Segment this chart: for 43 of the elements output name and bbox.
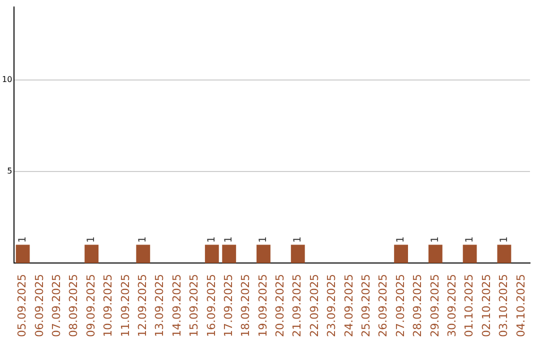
x-tick-label: 25.09.2025 (360, 274, 373, 338)
x-tick-label: 15.09.2025 (188, 274, 201, 338)
x-tick-label: 24.09.2025 (342, 274, 356, 338)
x-tick-label: 13.09.2025 (153, 274, 166, 338)
x-tick-label: 05.09.2025 (16, 274, 29, 338)
x-tick-label: 22.09.2025 (308, 274, 321, 338)
x-tick-label: 14.09.2025 (170, 274, 184, 338)
x-tick-label: 02.10.2025 (480, 274, 493, 338)
data-label: 1 (498, 236, 510, 243)
x-tick-label: 20.09.2025 (274, 274, 287, 338)
data-label: 1 (430, 236, 442, 243)
x-tick-label: 17.09.2025 (222, 274, 235, 338)
x-tick-label: 21.09.2025 (290, 274, 304, 338)
x-tick-label: 23.09.2025 (325, 274, 338, 338)
data-label: 1 (138, 236, 149, 243)
y-tick-label: 5 (7, 166, 12, 176)
x-tick-label: 27.09.2025 (394, 274, 407, 338)
x-tick-label: 04.10.2025 (514, 274, 528, 338)
y-tick-label: 10 (2, 75, 12, 84)
x-tick-label: 29.09.2025 (428, 274, 442, 338)
x-tick-label: 11.09.2025 (118, 274, 132, 338)
x-tick-label: 07.09.2025 (50, 274, 64, 338)
x-tick-label: 28.09.2025 (411, 274, 424, 338)
data-label: 1 (206, 236, 218, 243)
data-label: 1 (464, 236, 476, 243)
data-label: 1 (224, 236, 235, 243)
data-label: 1 (258, 236, 270, 243)
x-tick-label: 26.09.2025 (376, 274, 390, 338)
x-tick-label: 30.09.2025 (445, 274, 458, 338)
x-tick-label: 12.09.2025 (136, 274, 149, 338)
x-tick-label: 09.09.2025 (84, 274, 98, 338)
data-label: 1 (396, 236, 407, 243)
data-label: 1 (292, 236, 304, 243)
x-tick-label: 08.09.2025 (67, 274, 80, 338)
x-tick-label: 06.09.2025 (32, 274, 46, 338)
x-tick-label: 03.10.2025 (497, 274, 510, 338)
x-tick-label: 01.10.2025 (462, 274, 476, 338)
data-label: 1 (86, 236, 98, 243)
x-tick-label: 18.09.2025 (239, 274, 252, 338)
x-tick-label: 10.09.2025 (102, 274, 115, 338)
x-tick-label: 16.09.2025 (204, 274, 218, 338)
data-label: 1 (17, 236, 28, 243)
x-tick-label: 19.09.2025 (256, 274, 270, 338)
